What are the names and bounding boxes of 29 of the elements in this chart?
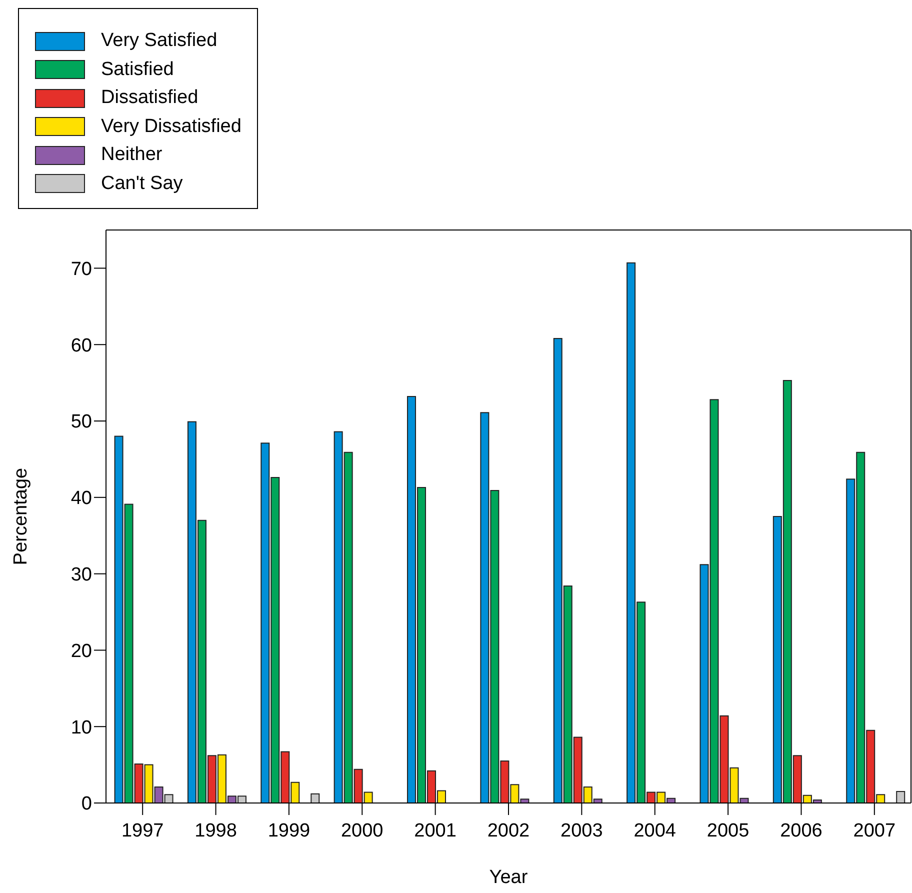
x-axis-title: Year [489, 867, 528, 888]
y-tick-label: 40 [70, 488, 92, 510]
x-tick-label: 2006 [780, 820, 822, 842]
legend-label: Satisfied [101, 58, 174, 81]
bar [310, 793, 320, 803]
legend-label: Neither [101, 144, 162, 166]
legend-label: Can't Say [101, 172, 183, 195]
y-tick-label: 70 [70, 258, 92, 280]
x-tick-label: 2001 [414, 820, 456, 842]
y-tick-label: 10 [70, 717, 92, 738]
x-tick-label: 2000 [340, 820, 384, 842]
x-tick-label: 2004 [634, 820, 676, 842]
x-tick-label: 2005 [706, 820, 750, 842]
legend-label: Dissatisfied [101, 87, 198, 110]
x-tick-label: 1998 [194, 820, 237, 842]
x-tick-label: 1999 [268, 820, 310, 842]
x-tick-label: 2002 [487, 820, 530, 842]
y-axis-title: Percentage [10, 468, 32, 566]
y-tick-label: 0 [81, 794, 92, 815]
y-tick-label: 60 [70, 335, 92, 356]
legend-label: Very Satisfied [101, 30, 218, 52]
bar [896, 791, 906, 803]
y-tick-label: 50 [70, 412, 92, 433]
legend-label: Very Dissatisfied [101, 116, 242, 138]
y-tick-label: 30 [70, 564, 92, 586]
y-tick-label: 20 [70, 640, 92, 662]
x-tick-label: 1997 [121, 820, 164, 842]
x-tick-label: 2003 [560, 820, 603, 842]
x-tick-label: 2007 [853, 820, 896, 842]
